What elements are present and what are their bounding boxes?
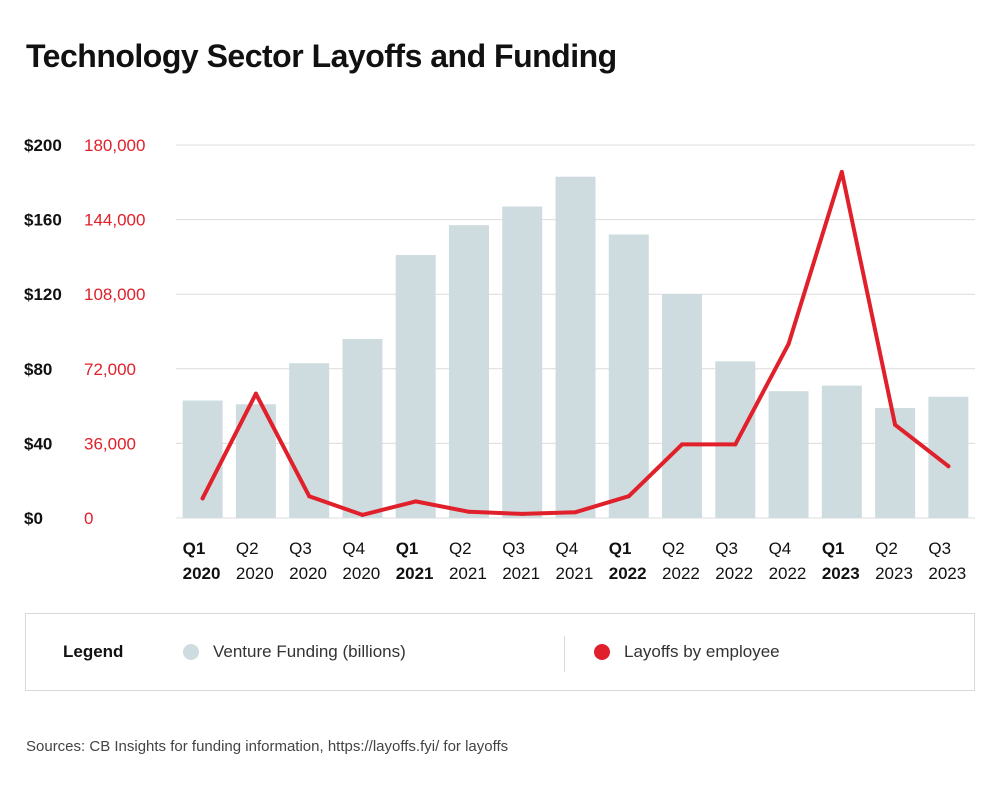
funding-bar	[555, 176, 596, 518]
x-tick-label-year: 2022	[609, 564, 647, 583]
funding-bar	[448, 225, 489, 518]
x-tick-label-quarter: Q1	[609, 539, 632, 558]
x-tick-label-quarter: Q3	[928, 539, 951, 558]
combo-chart: $0 $40 $80 $120 $160 $200 0 36,000 72,000 108,000…	[24, 136, 975, 583]
x-tick-label-year: 2021	[556, 564, 594, 583]
layoffs-point	[839, 169, 844, 174]
x-tick-label-year: 2020	[236, 564, 274, 583]
layoffs-point	[360, 512, 365, 517]
legend-label-layoffs: Layoffs by employee	[624, 642, 780, 661]
y-right-tick-label: 72,000	[84, 360, 136, 379]
x-tick-label-quarter: Q4	[769, 539, 792, 558]
axis-labels: $0 $40 $80 $120 $160 $200 0 36,000 72,000 108,000…	[24, 136, 966, 583]
funding-bar	[715, 361, 756, 518]
layoffs-point	[893, 422, 898, 427]
funding-swatch-icon	[183, 644, 199, 660]
legend-title: Legend	[63, 642, 124, 661]
x-tick-label-year: 2023	[875, 564, 913, 583]
layoffs-point	[626, 494, 631, 499]
x-tick-label-quarter: Q2	[875, 539, 898, 558]
x-tick-label-year: 2020	[183, 564, 221, 583]
funding-bar	[342, 338, 383, 518]
y-left-tick-label: $120	[24, 285, 62, 304]
y-right-tick-label: 108,000	[84, 285, 145, 304]
y-right-tick-label: 36,000	[84, 434, 136, 453]
y-left-tick-label: $40	[24, 434, 52, 453]
layoffs-point	[573, 510, 578, 515]
x-tick-label-quarter: Q3	[715, 539, 738, 558]
x-tick-label-quarter: Q2	[236, 539, 259, 558]
layoffs-point	[786, 341, 791, 346]
funding-bar	[821, 385, 862, 518]
legend-label-funding: Venture Funding (billions)	[213, 642, 406, 661]
chart-title: Technology Sector Layoffs and Funding	[26, 38, 617, 74]
x-tick-label-quarter: Q1	[822, 539, 845, 558]
x-tick-label-quarter: Q1	[183, 539, 206, 558]
y-right-tick-label: 144,000	[84, 211, 145, 230]
y-left-tick-label: $0	[24, 509, 43, 528]
funding-bar	[395, 255, 436, 518]
x-tick-label-year: 2023	[822, 564, 860, 583]
y-left-tick-label: $200	[24, 136, 62, 155]
x-tick-label-year: 2021	[449, 564, 487, 583]
x-tick-label-year: 2020	[342, 564, 380, 583]
layoffs-point	[200, 496, 205, 501]
layoffs-point	[466, 509, 471, 514]
funding-bar	[182, 400, 223, 518]
layoffs-swatch-icon	[594, 644, 610, 660]
legend: Legend Venture Funding (billions) Layoff…	[25, 613, 975, 691]
layoffs-point	[520, 511, 525, 516]
legend-divider	[564, 636, 565, 672]
funding-bar	[608, 234, 649, 518]
funding-bars	[182, 176, 969, 519]
legend-item-funding: Venture Funding (billions)	[183, 642, 406, 662]
x-tick-label-quarter: Q4	[556, 539, 579, 558]
legend-item-layoffs: Layoffs by employee	[594, 642, 780, 662]
x-tick-label-quarter: Q2	[449, 539, 472, 558]
x-tick-label-quarter: Q2	[662, 539, 685, 558]
funding-bar	[502, 206, 543, 519]
x-tick-label-quarter: Q3	[289, 539, 312, 558]
x-tick-label-year: 2022	[769, 564, 807, 583]
x-tick-label-year: 2022	[662, 564, 700, 583]
x-tick-label-quarter: Q4	[342, 539, 365, 558]
layoffs-point	[253, 391, 258, 396]
x-tick-label-quarter: Q3	[502, 539, 525, 558]
layoffs-point	[680, 442, 685, 447]
x-tick-label-year: 2021	[396, 564, 434, 583]
y-left-tick-label: $80	[24, 360, 52, 379]
layoffs-point	[307, 494, 312, 499]
layoffs-point	[413, 499, 418, 504]
y-right-tick-label: 0	[84, 509, 93, 528]
x-tick-label-quarter: Q1	[396, 539, 419, 558]
layoffs-point	[946, 464, 951, 469]
x-tick-label-year: 2021	[502, 564, 540, 583]
x-tick-label-year: 2022	[715, 564, 753, 583]
funding-bar	[662, 294, 703, 518]
y-left-tick-label: $160	[24, 211, 62, 230]
layoffs-point	[733, 442, 738, 447]
layoffs-line-group	[200, 169, 951, 517]
y-right-tick-label: 180,000	[84, 136, 145, 155]
x-tick-label-year: 2020	[289, 564, 327, 583]
x-tick-label-year: 2023	[928, 564, 966, 583]
source-note: Sources: CB Insights for funding informa…	[26, 738, 509, 755]
funding-bar	[768, 391, 809, 518]
